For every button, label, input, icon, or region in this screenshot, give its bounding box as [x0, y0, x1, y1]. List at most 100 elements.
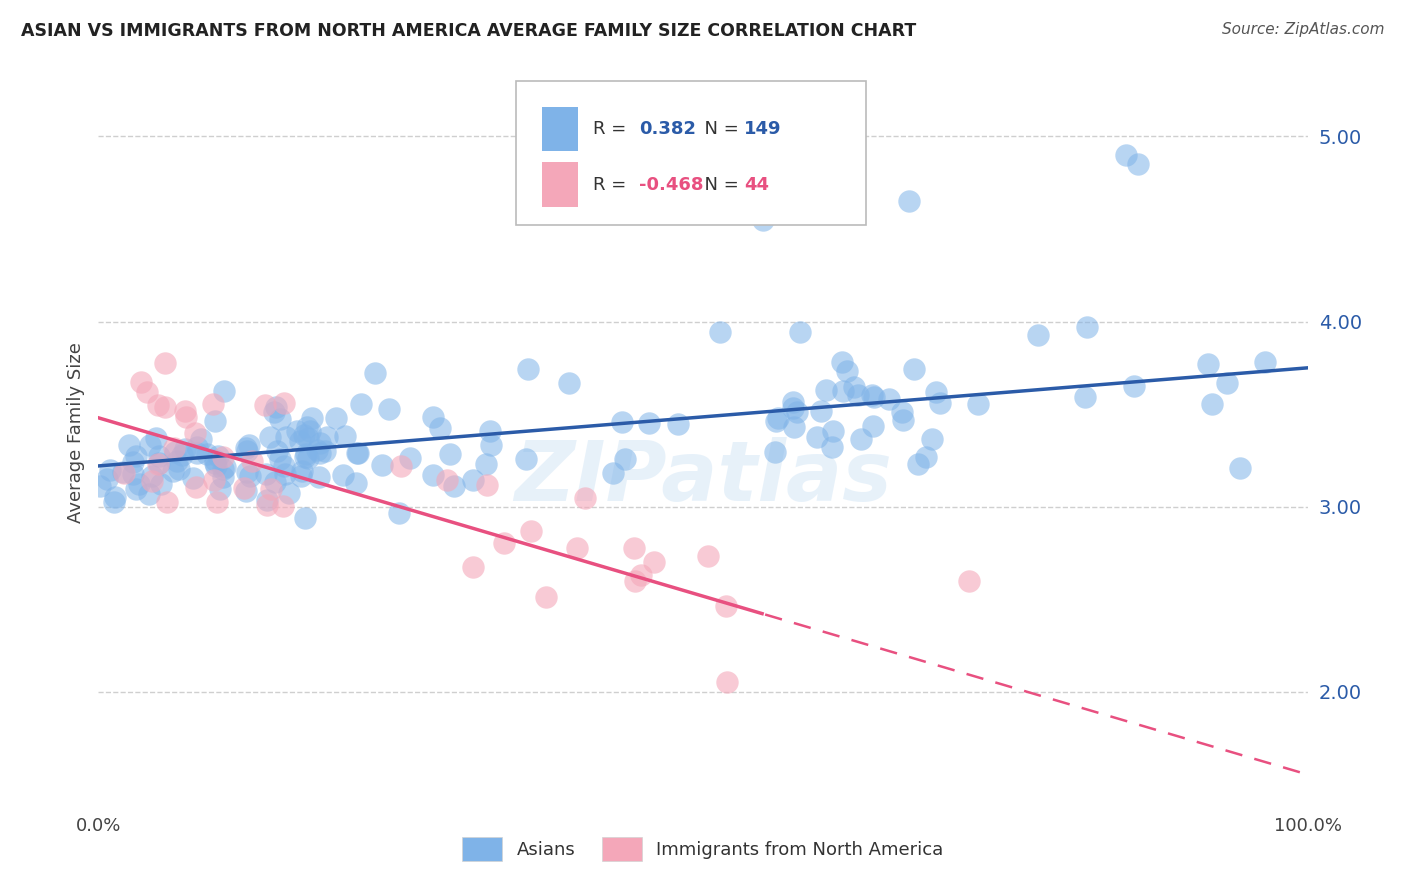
Point	[1026, 328, 1049, 343]
Point	[290, 469, 312, 483]
Point	[291, 464, 314, 478]
Point	[782, 395, 804, 409]
Point	[170, 448, 193, 462]
FancyBboxPatch shape	[543, 107, 578, 152]
Point	[112, 466, 135, 480]
Point	[122, 454, 145, 468]
Point	[89, 479, 111, 493]
Point	[915, 450, 938, 465]
Point	[716, 675, 738, 690]
Point	[263, 405, 285, 419]
Point	[195, 447, 218, 461]
Point	[153, 400, 176, 414]
Point	[118, 438, 141, 452]
Point	[835, 364, 858, 378]
Point	[478, 424, 501, 438]
Point	[347, 446, 370, 460]
Point	[253, 398, 276, 412]
Text: N =: N =	[693, 120, 740, 138]
Point	[422, 410, 444, 425]
Point	[264, 475, 287, 490]
Point	[269, 411, 291, 425]
Point	[389, 459, 412, 474]
Point	[294, 450, 316, 464]
Point	[475, 477, 498, 491]
Point	[165, 444, 187, 458]
Point	[314, 444, 336, 458]
Point	[422, 468, 444, 483]
Point	[1074, 390, 1097, 404]
Point	[235, 441, 257, 455]
Point	[298, 424, 321, 438]
Point	[174, 404, 197, 418]
Point	[344, 476, 367, 491]
Point	[121, 467, 143, 481]
Point	[515, 452, 537, 467]
Point	[558, 376, 581, 391]
Point	[295, 447, 318, 461]
Point	[831, 354, 853, 368]
Point	[124, 483, 146, 497]
Point	[388, 506, 411, 520]
Point	[204, 473, 226, 487]
Point	[301, 411, 323, 425]
Point	[429, 420, 451, 434]
Point	[207, 449, 229, 463]
Text: 0.382: 0.382	[638, 120, 696, 138]
Point	[567, 541, 589, 555]
Point	[714, 599, 737, 614]
Point	[630, 568, 652, 582]
Point	[928, 396, 950, 410]
Point	[163, 441, 186, 455]
Point	[138, 487, 160, 501]
Point	[602, 466, 624, 480]
Point	[129, 376, 152, 390]
Point	[174, 410, 197, 425]
Point	[273, 396, 295, 410]
Point	[148, 456, 170, 470]
Point	[273, 467, 295, 481]
Point	[534, 590, 557, 604]
Point	[214, 460, 236, 475]
Point	[190, 432, 212, 446]
Point	[146, 398, 169, 412]
Point	[184, 480, 207, 494]
Point	[436, 473, 458, 487]
Point	[146, 457, 169, 471]
Point	[112, 465, 135, 479]
Point	[443, 479, 465, 493]
Point	[350, 397, 373, 411]
Point	[903, 362, 925, 376]
Point	[492, 535, 515, 549]
Point	[966, 397, 988, 411]
Point	[271, 499, 294, 513]
Point	[891, 413, 914, 427]
Text: R =: R =	[593, 176, 631, 194]
Point	[709, 325, 731, 339]
Point	[806, 430, 828, 444]
Point	[148, 449, 170, 463]
Point	[763, 445, 786, 459]
Point	[371, 458, 394, 472]
Point	[256, 492, 278, 507]
Point	[128, 476, 150, 491]
Point	[842, 380, 865, 394]
Point	[308, 436, 330, 450]
Point	[209, 482, 232, 496]
Point	[479, 438, 502, 452]
Point	[256, 467, 278, 482]
Legend: Asians, Immigrants from North America: Asians, Immigrants from North America	[456, 830, 950, 868]
Text: ASIAN VS IMMIGRANTS FROM NORTH AMERICA AVERAGE FAMILY SIZE CORRELATION CHART: ASIAN VS IMMIGRANTS FROM NORTH AMERICA A…	[21, 22, 917, 40]
Point	[235, 484, 257, 499]
Point	[810, 404, 832, 418]
Point	[145, 431, 167, 445]
Point	[204, 452, 226, 467]
Point	[315, 430, 337, 444]
Point	[517, 361, 540, 376]
Point	[364, 366, 387, 380]
Point	[1215, 376, 1237, 391]
Text: 149: 149	[744, 120, 782, 138]
FancyBboxPatch shape	[516, 81, 866, 226]
Point	[766, 411, 789, 425]
Point	[266, 444, 288, 458]
